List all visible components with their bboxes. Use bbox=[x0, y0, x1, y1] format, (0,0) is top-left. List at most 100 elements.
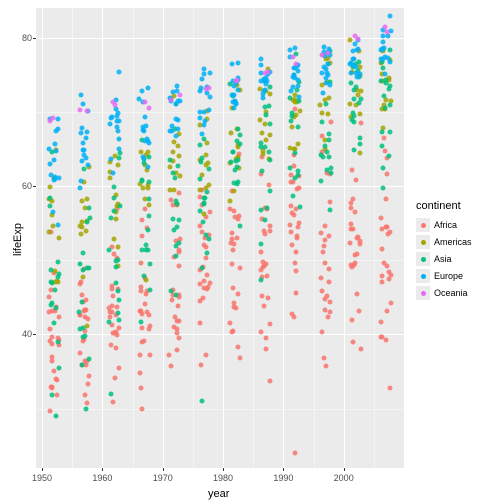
data-point bbox=[80, 268, 85, 273]
data-point bbox=[291, 73, 296, 78]
data-point bbox=[50, 209, 55, 214]
data-point bbox=[175, 331, 180, 336]
data-point bbox=[177, 92, 182, 97]
data-point bbox=[54, 414, 59, 419]
data-point bbox=[321, 250, 326, 255]
data-point bbox=[385, 225, 390, 230]
data-point bbox=[50, 392, 55, 397]
data-point bbox=[260, 95, 265, 100]
data-point bbox=[52, 287, 57, 292]
data-point bbox=[328, 309, 333, 314]
data-point bbox=[138, 353, 143, 358]
legend-label: Asia bbox=[434, 254, 452, 264]
data-point bbox=[294, 62, 299, 67]
data-point bbox=[177, 218, 182, 223]
data-point bbox=[288, 96, 293, 101]
data-point bbox=[322, 307, 327, 312]
data-point bbox=[322, 143, 327, 148]
data-point bbox=[198, 142, 203, 147]
data-point bbox=[260, 130, 265, 135]
data-point bbox=[232, 167, 237, 172]
data-point bbox=[265, 274, 270, 279]
data-point bbox=[379, 279, 384, 284]
data-point bbox=[204, 152, 209, 157]
data-point bbox=[57, 271, 62, 276]
data-point bbox=[293, 45, 298, 50]
data-point bbox=[80, 363, 85, 368]
data-point bbox=[386, 56, 391, 61]
data-point bbox=[50, 335, 55, 340]
y-tick-label: 40 bbox=[22, 329, 32, 339]
y-axis-title: lifeExp bbox=[12, 223, 24, 256]
x-tick-label: 1990 bbox=[273, 473, 293, 483]
data-point bbox=[231, 150, 236, 155]
data-point bbox=[267, 189, 272, 194]
data-point bbox=[175, 224, 180, 229]
data-point bbox=[387, 83, 392, 88]
data-point bbox=[288, 47, 293, 52]
data-point bbox=[84, 156, 89, 161]
data-point bbox=[358, 151, 363, 156]
data-point bbox=[81, 251, 86, 256]
data-point bbox=[176, 190, 181, 195]
data-point bbox=[384, 196, 389, 201]
x-tick-label: 1980 bbox=[213, 473, 233, 483]
data-point bbox=[228, 198, 233, 203]
legend-label: Oceania bbox=[434, 288, 468, 298]
data-point bbox=[47, 294, 52, 299]
data-point bbox=[202, 200, 207, 205]
data-point bbox=[262, 70, 267, 75]
data-point bbox=[295, 224, 300, 229]
legend-item: Oceania bbox=[416, 286, 472, 300]
data-point bbox=[204, 352, 209, 357]
data-point bbox=[53, 306, 58, 311]
data-point bbox=[289, 110, 294, 115]
data-point bbox=[112, 236, 117, 241]
data-point bbox=[323, 80, 328, 85]
data-point bbox=[117, 70, 122, 75]
data-point bbox=[356, 47, 361, 52]
data-point bbox=[358, 135, 363, 140]
data-point bbox=[289, 230, 294, 235]
legend-label: Europe bbox=[434, 271, 463, 281]
data-point bbox=[326, 73, 331, 78]
data-point bbox=[236, 213, 241, 218]
data-point bbox=[235, 292, 240, 297]
data-point bbox=[236, 345, 241, 350]
data-point bbox=[83, 393, 88, 398]
data-point bbox=[267, 379, 272, 384]
data-point bbox=[327, 96, 332, 101]
data-point bbox=[234, 78, 239, 83]
data-point bbox=[146, 105, 151, 110]
data-point bbox=[236, 88, 241, 93]
data-point bbox=[292, 451, 297, 456]
data-point bbox=[139, 88, 144, 93]
data-point bbox=[143, 242, 148, 247]
data-point bbox=[380, 56, 385, 61]
data-point bbox=[381, 186, 386, 191]
data-point bbox=[388, 301, 393, 306]
data-point bbox=[351, 196, 356, 201]
data-point bbox=[236, 158, 241, 163]
data-point bbox=[79, 199, 84, 204]
data-point bbox=[291, 85, 296, 90]
data-point bbox=[176, 303, 181, 308]
data-point bbox=[47, 185, 52, 190]
data-point bbox=[147, 179, 152, 184]
data-point bbox=[358, 121, 363, 126]
data-point bbox=[389, 29, 394, 34]
data-point bbox=[356, 101, 361, 106]
data-point bbox=[381, 47, 386, 52]
data-point bbox=[169, 289, 174, 294]
data-point bbox=[55, 393, 60, 398]
data-point bbox=[108, 156, 113, 161]
data-point bbox=[86, 357, 91, 362]
data-point bbox=[137, 97, 142, 102]
data-point bbox=[169, 129, 174, 134]
data-point bbox=[54, 279, 59, 284]
data-point bbox=[115, 244, 120, 249]
data-point bbox=[296, 95, 301, 100]
data-point bbox=[207, 108, 212, 113]
data-point bbox=[48, 118, 53, 123]
data-point bbox=[116, 136, 121, 141]
